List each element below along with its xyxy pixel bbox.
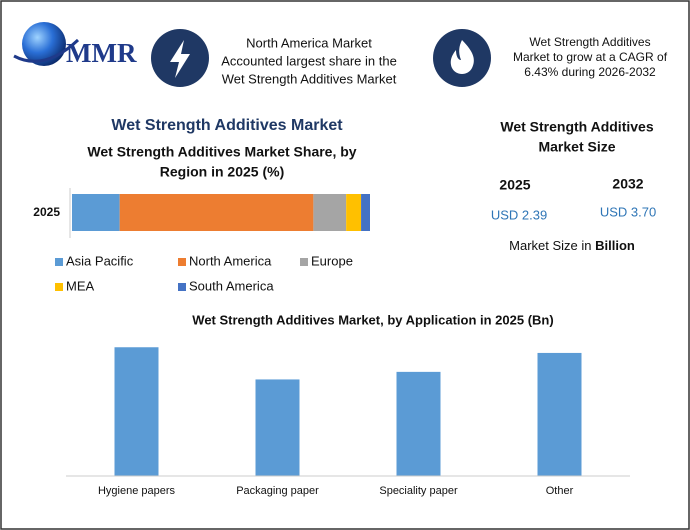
flame-icon xyxy=(450,40,474,74)
chart-title: Region in 2025 (%) xyxy=(160,164,284,180)
bar-segment xyxy=(361,194,370,231)
size-value: USD 3.70 xyxy=(600,204,656,219)
legend-label: North America xyxy=(189,253,272,268)
x-tick-label: Hygiene papers xyxy=(98,485,176,497)
logo-swoosh xyxy=(13,38,80,63)
size-title: Market Size xyxy=(538,139,615,155)
bar xyxy=(255,379,300,476)
size-year: 2032 xyxy=(612,176,643,192)
size-value: USD 2.39 xyxy=(491,207,547,222)
legend-swatch xyxy=(55,283,63,291)
legend-swatch xyxy=(178,258,186,266)
x-tick-label: Speciality paper xyxy=(379,485,458,497)
unit: Billion xyxy=(595,238,635,253)
bar-segment xyxy=(313,194,347,231)
callout-text: Accounted largest share in the xyxy=(221,53,397,68)
x-tick-label: Other xyxy=(546,485,574,497)
legend-swatch xyxy=(300,258,308,266)
chart-title: Wet Strength Additives Market, by Applic… xyxy=(192,312,553,327)
legend-label: Europe xyxy=(311,253,353,268)
size-year: 2025 xyxy=(499,177,530,193)
bar xyxy=(537,352,582,476)
bar xyxy=(114,347,159,476)
bar-segment xyxy=(119,194,314,231)
bar xyxy=(396,371,441,476)
legend-label: MEA xyxy=(66,278,95,293)
size-title: Wet Strength Additives xyxy=(500,119,653,135)
callout-text: 6.43% during 2026-2032 xyxy=(524,65,656,79)
x-tick-label: Packaging paper xyxy=(236,485,319,497)
unit-prefix: Market Size in xyxy=(509,238,591,253)
callout-text: North America Market xyxy=(246,35,372,50)
legend-swatch xyxy=(55,258,63,266)
section-title: Wet Strength Additives Market xyxy=(111,117,343,134)
category-label: 2025 xyxy=(33,205,60,219)
legend-swatch xyxy=(178,283,186,291)
lightning-icon xyxy=(170,40,190,78)
logo-text: MMR xyxy=(66,38,137,68)
callout-text: Wet Strength Additives Market xyxy=(222,71,397,86)
chart-title: Wet Strength Additives Market Share, by xyxy=(87,144,356,160)
callout-text: Market to grow at a CAGR of xyxy=(513,50,668,64)
bar-segment xyxy=(346,194,362,231)
legend-label: Asia Pacific xyxy=(66,253,134,268)
callout-text: Wet Strength Additives xyxy=(529,35,650,49)
bar-segment xyxy=(72,194,120,231)
size-unit: Market Size in Billion xyxy=(509,238,635,253)
legend-label: South America xyxy=(189,278,274,293)
